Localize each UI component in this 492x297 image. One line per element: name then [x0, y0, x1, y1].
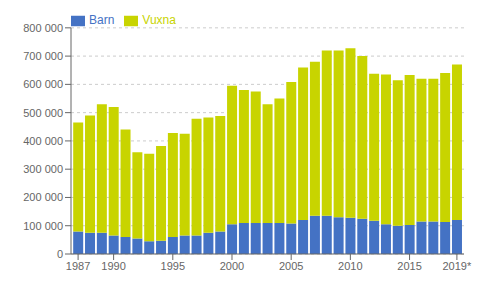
svg-text:0: 0 [57, 248, 63, 260]
svg-text:500 000: 500 000 [23, 107, 63, 119]
svg-text:800 000: 800 000 [23, 22, 63, 34]
svg-text:2005: 2005 [279, 260, 303, 272]
svg-text:2010: 2010 [338, 260, 362, 272]
svg-text:1987: 1987 [66, 260, 90, 272]
svg-text:600 000: 600 000 [23, 78, 63, 90]
svg-text:300 000: 300 000 [23, 163, 63, 175]
html-text:Barn: Barn [89, 13, 115, 27]
svg-text:700 000: 700 000 [23, 50, 63, 62]
svg-text:400 000: 400 000 [23, 135, 63, 147]
svg-text:200 000: 200 000 [23, 191, 63, 203]
svg-text:1990: 1990 [101, 260, 125, 272]
svg-text:2015: 2015 [397, 260, 421, 272]
svg-text:100 000: 100 000 [23, 220, 63, 232]
svg-text:2000: 2000 [220, 260, 244, 272]
svg-text:1995: 1995 [161, 260, 185, 272]
svg-text:2019*: 2019* [443, 260, 472, 272]
html-text:Vuxna: Vuxna [142, 13, 176, 27]
